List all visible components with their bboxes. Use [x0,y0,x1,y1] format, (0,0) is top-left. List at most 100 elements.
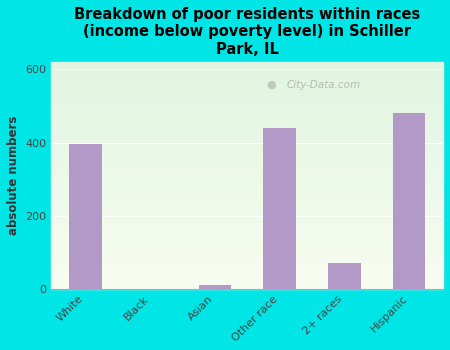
Bar [51,234,443,237]
Bar [51,273,443,275]
Bar [69,145,102,289]
Bar [51,203,443,205]
Bar [51,225,443,228]
Bar [51,62,443,64]
Bar [51,187,443,189]
Bar [51,139,443,141]
Bar [51,221,443,223]
Bar [51,241,443,244]
Bar [51,66,443,69]
Bar [51,216,443,218]
Bar [51,158,443,160]
Bar [51,196,443,198]
Bar [51,173,443,175]
Bar [51,144,443,146]
Bar [51,92,443,94]
Text: City-Data.com: City-Data.com [287,80,360,90]
Bar [51,259,443,262]
Bar [51,105,443,107]
Title: Breakdown of poor residents within races
(income below poverty level) in Schille: Breakdown of poor residents within races… [74,7,420,57]
Bar [51,262,443,264]
Bar [51,232,443,234]
Bar [51,280,443,282]
Bar [51,89,443,92]
Bar [51,117,443,119]
Bar [51,137,443,139]
Bar [51,266,443,268]
Bar [51,162,443,164]
Bar [51,128,443,130]
Bar [51,282,443,284]
Bar [51,135,443,137]
Bar [51,250,443,253]
Bar [51,180,443,182]
Bar [51,214,443,216]
Bar [51,130,443,132]
Bar [51,248,443,250]
Bar [393,113,425,289]
Bar [51,160,443,162]
Bar [51,71,443,74]
Bar [51,119,443,121]
Bar [51,194,443,196]
Bar [51,268,443,271]
Bar [51,239,443,241]
Bar [51,223,443,225]
Bar [51,228,443,230]
Bar [51,148,443,150]
Bar [51,218,443,221]
Text: ●: ● [267,80,277,90]
Bar [51,182,443,184]
Bar [51,80,443,83]
Bar [51,98,443,101]
Bar [51,101,443,103]
Bar [51,169,443,171]
Bar [51,87,443,89]
Bar [51,284,443,287]
Bar [51,96,443,98]
Bar [51,201,443,203]
Bar [51,178,443,180]
Bar [51,237,443,239]
Bar [199,285,231,289]
Bar [51,210,443,212]
Bar [51,74,443,76]
Bar [51,132,443,135]
Bar [51,253,443,255]
Bar [51,198,443,201]
Bar [51,205,443,207]
Bar [51,166,443,169]
Bar [51,257,443,259]
Bar [51,107,443,110]
Bar [51,191,443,194]
Bar [51,155,443,158]
Bar [51,64,443,67]
Bar [51,287,443,289]
Bar [51,69,443,71]
Bar [51,212,443,214]
Bar [51,246,443,248]
Bar [263,128,296,289]
Bar [51,164,443,166]
Bar [51,207,443,210]
Bar [51,171,443,173]
Bar [51,94,443,96]
Bar [51,110,443,112]
Bar [51,83,443,85]
Bar [51,271,443,273]
Bar [51,189,443,191]
Bar [51,230,443,232]
Bar [51,184,443,187]
Bar [51,153,443,155]
Bar [51,126,443,128]
Bar [51,123,443,126]
Bar [51,278,443,280]
Bar [51,112,443,114]
Y-axis label: absolute numbers: absolute numbers [7,116,20,235]
Bar [51,76,443,78]
Bar [51,103,443,105]
Bar [51,121,443,123]
Bar [51,275,443,278]
Bar [328,263,360,289]
Bar [51,146,443,148]
